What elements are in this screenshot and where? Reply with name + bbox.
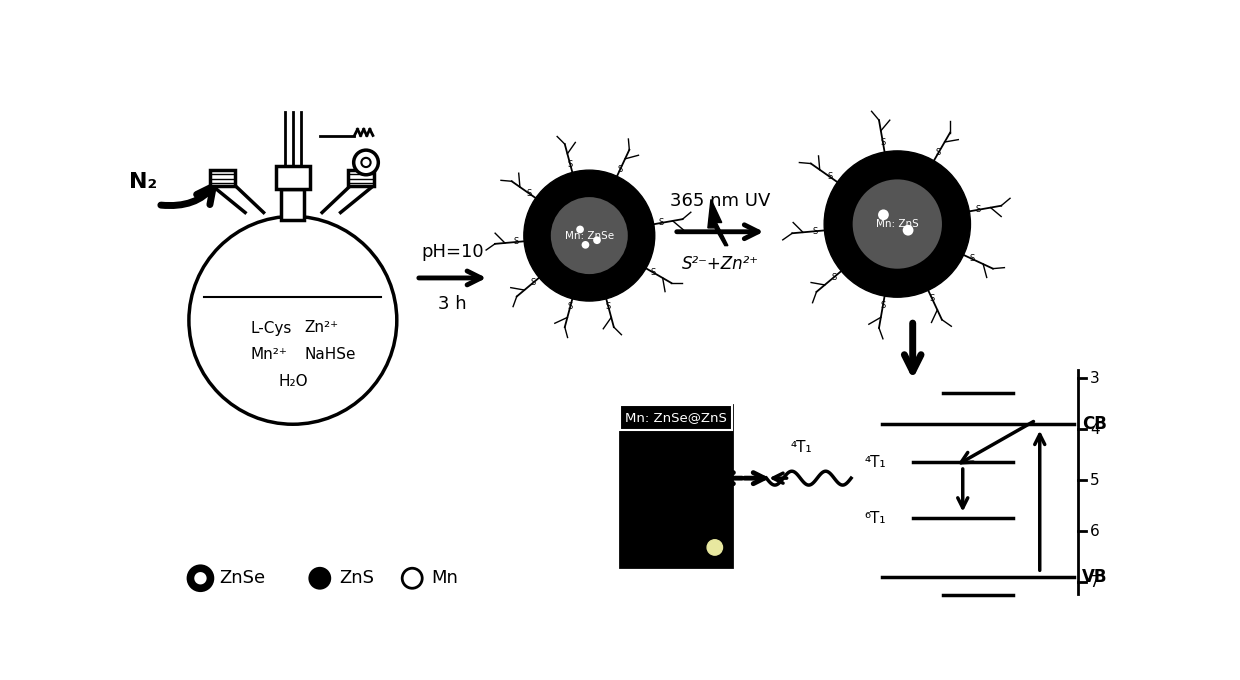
Text: S: S [880,139,885,148]
Circle shape [188,216,397,424]
Text: S: S [650,268,655,277]
Circle shape [853,180,942,269]
Text: VB: VB [1083,568,1107,586]
Text: S: S [970,254,975,263]
Text: S: S [976,205,981,214]
Text: 4: 4 [1090,422,1100,437]
Text: L-Cys: L-Cys [250,320,291,335]
Text: S: S [527,189,532,198]
Text: S: S [568,302,573,311]
Circle shape [353,150,378,175]
Text: Zn²⁺: Zn²⁺ [304,320,339,335]
FancyBboxPatch shape [277,167,310,190]
Circle shape [551,197,627,274]
Text: S: S [812,226,818,236]
FancyBboxPatch shape [281,190,304,220]
Text: 6: 6 [1090,524,1100,539]
Circle shape [523,170,655,301]
Text: S: S [880,301,885,309]
Text: S: S [513,237,520,246]
Text: NaHSe: NaHSe [304,347,356,362]
Text: 3: 3 [1090,371,1100,386]
Text: ZnS: ZnS [339,569,374,588]
Polygon shape [708,199,728,245]
Circle shape [878,209,889,220]
FancyBboxPatch shape [210,170,236,186]
Text: 365 nm UV: 365 nm UV [670,192,770,210]
Circle shape [593,237,601,244]
Text: S: S [827,172,832,182]
Text: S: S [618,165,622,174]
Text: Mn²⁺: Mn²⁺ [250,347,288,362]
Text: 7: 7 [1090,575,1100,590]
Text: Mn: Mn [432,569,459,588]
Text: ZnSe: ZnSe [219,569,265,588]
Circle shape [361,158,371,167]
Circle shape [825,151,971,297]
Text: pH=10: pH=10 [422,243,484,261]
Text: 3 h: 3 h [438,295,467,313]
Text: S: S [568,160,573,169]
Text: S: S [832,273,837,282]
Text: S: S [605,302,611,311]
Text: CB: CB [1083,415,1107,433]
Text: H₂O: H₂O [278,375,308,390]
Circle shape [903,225,914,235]
FancyBboxPatch shape [620,405,732,566]
Text: 5: 5 [1090,473,1100,488]
Text: S: S [930,294,935,303]
FancyBboxPatch shape [348,170,373,186]
Text: ⁴T₁: ⁴T₁ [864,455,885,470]
Text: ⁴T₁: ⁴T₁ [790,440,812,455]
Text: S²⁻+Zn²⁺: S²⁻+Zn²⁺ [682,255,759,273]
Circle shape [582,241,589,249]
Text: N₂: N₂ [129,172,156,192]
Circle shape [310,568,330,588]
Text: Mn: ZnS: Mn: ZnS [875,219,919,229]
Text: Mn: ZnSe@ZnS: Mn: ZnSe@ZnS [625,411,727,424]
Text: S: S [658,218,663,227]
Circle shape [402,568,422,588]
Text: S: S [936,148,941,157]
Text: Mn: ZnSe: Mn: ZnSe [564,231,614,241]
Text: ⁶T₁: ⁶T₁ [864,511,885,526]
Circle shape [707,540,723,555]
FancyBboxPatch shape [620,405,732,430]
Circle shape [191,568,211,588]
Circle shape [577,226,584,233]
Text: S: S [531,278,536,287]
